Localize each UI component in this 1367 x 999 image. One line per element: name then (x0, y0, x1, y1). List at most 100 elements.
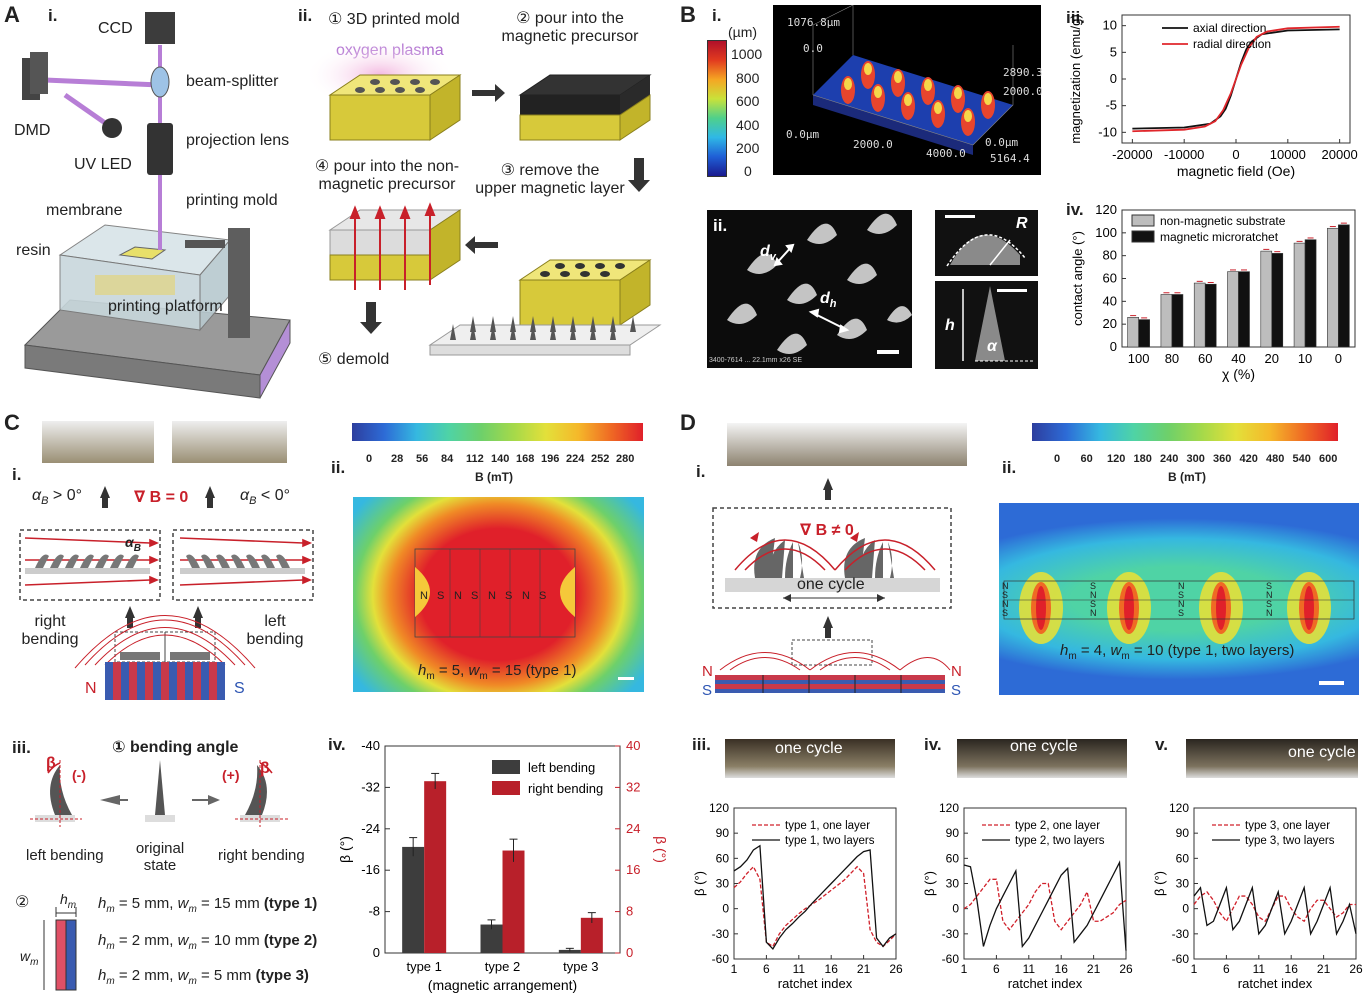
panel-Dii-label: ii. (1002, 458, 1017, 477)
panel-Biv-label: iv. (1066, 200, 1084, 219)
x-tick-label: 21 (1317, 962, 1331, 976)
one-cycle-D-i: one cycle (797, 576, 865, 593)
bending-angle-chart: 0 0 -8 8 -16 16 -24 24 -32 32 -40 40 type 1 type 2 typ… (337, 738, 669, 993)
panel-Div-label: iv. (924, 735, 942, 754)
field-unit-C: B (mT) (475, 470, 513, 484)
d-pole-label: S (1002, 608, 1009, 618)
x-tick-label: 16 (1055, 962, 1069, 976)
x-axis-label: ratchet index (1238, 976, 1313, 991)
y-tick-label-right: 8 (626, 904, 633, 919)
y-axis-label: contact angle (°) (1070, 231, 1085, 326)
c-pole-label: N (522, 590, 530, 602)
alpha-label: α (987, 338, 997, 355)
height-map-3d (773, 5, 1041, 175)
y-tick-label-left: -24 (361, 821, 380, 836)
minus-sign: (-) (72, 767, 86, 783)
panel-Civ-label: iv. (328, 735, 346, 754)
x-tick-label: -20000 (1112, 147, 1152, 162)
d-scale-tick: 600 (1319, 453, 1338, 465)
step1-label: ① 3D printed mold (328, 11, 460, 28)
c-scale-tick: 280 (616, 453, 635, 465)
legend-label: type 2, one layer (1015, 820, 1100, 832)
y-tick-label: 40 (1103, 293, 1117, 308)
scale-0: 0 (744, 163, 752, 179)
panel-Ciii-label: iii. (12, 738, 31, 757)
bar-1 (1238, 271, 1250, 348)
c-scale-tick: 224 (566, 453, 585, 465)
x-tick-label: 0 (1232, 147, 1239, 162)
right-bending-label: right bending (21, 613, 79, 648)
d-pole-label: S (1178, 608, 1185, 618)
panel-Biii-label: iii. (1066, 8, 1085, 27)
bar-0 (1160, 294, 1173, 348)
d-scale-tick: 300 (1186, 453, 1205, 465)
type3-spec: hm = 2 mm, wm = 5 mm (type 3) (98, 967, 309, 987)
type1-spec: hm = 5 mm, wm = 15 mm (type 1) (98, 895, 318, 915)
bar-1 (1138, 319, 1150, 348)
x-tick-label: 21 (857, 962, 871, 976)
y-tick-label: 20 (1103, 316, 1117, 331)
d-pole-label: S (1178, 590, 1185, 600)
y-tick-label: -60 (1172, 952, 1190, 966)
d-pole-label: N (1266, 608, 1273, 618)
y-axis-label-right: β (°) (653, 836, 669, 863)
x-tick-label: 10000 (1270, 147, 1306, 162)
z-max: 1076.8µm (787, 16, 840, 29)
bar-0 (1293, 242, 1306, 348)
magnet-dimension-icon (43, 907, 77, 991)
legend-swatch (492, 760, 520, 774)
legend-label: non-magnetic substrate (1160, 214, 1286, 228)
north-pole-label: N (85, 680, 97, 697)
grad-b-zero: ∇ B = 0 (134, 489, 189, 506)
panel-B-label: B (680, 2, 696, 27)
field-map-C (353, 497, 644, 692)
label-resin: resin (16, 242, 51, 259)
c-scale-tick: 252 (591, 453, 610, 465)
beta-left: β (46, 755, 56, 772)
y-tick-label: -30 (942, 927, 960, 941)
alpha-negative: αB < 0° (240, 487, 290, 508)
magnetization-chart: -20000 -10000 0 10000 20000 -10 -5 0 5 10 magnetic… (1068, 14, 1358, 179)
x-tick-label: 11 (1253, 962, 1266, 976)
x-tick-label: 1 (1191, 962, 1198, 976)
panel-Bi-label: i. (712, 6, 722, 25)
d-scale-tick: 180 (1133, 453, 1152, 465)
y-tick-label: 80 (1103, 248, 1117, 263)
legend-label: magnetic microratchet (1160, 230, 1279, 244)
photo-D-v (1186, 739, 1358, 778)
series-line-1 (1132, 25, 1340, 133)
c-scale-tick: 168 (516, 453, 535, 465)
scale-1000: 1000 (731, 46, 763, 62)
panel-D-label: D (680, 410, 696, 435)
y-mid: 2000.0 (1003, 85, 1043, 98)
y-tick-label: 0 (722, 902, 729, 916)
c-scale-tick: 56 (416, 453, 429, 465)
legend-label: type 3, one layer (1245, 820, 1330, 832)
fabrication-steps (305, 40, 662, 356)
label-uv-led: UV LED (74, 156, 132, 173)
field-scale-C: 0 28 56 84 112 140 168 196 224 252 280 (352, 453, 652, 467)
type2-spec: hm = 2 mm, wm = 10 mm (type 2) (98, 932, 318, 952)
series-line-1 (1193, 885, 1357, 936)
y-tick-label: 60 (946, 851, 960, 865)
sem-radius-image (935, 210, 1038, 276)
y-tick-label-left: -16 (361, 862, 380, 877)
wm-label: wm (20, 948, 39, 968)
y-tick-label: 30 (716, 877, 730, 891)
y-tick-label: -5 (1105, 98, 1117, 113)
D-south-left: S (702, 682, 713, 699)
alpha-positive: αB > 0° (32, 487, 82, 508)
c-pole-label: S (471, 590, 479, 602)
x-tick-label: 26 (1349, 962, 1363, 976)
series-line-0 (733, 865, 897, 948)
x-tick-label: 1 (961, 962, 968, 976)
d-pole-label: N (1002, 581, 1009, 591)
c-scale-tick: 84 (441, 453, 454, 465)
bar-0 (558, 949, 581, 953)
d-pole-label: N (1178, 599, 1185, 609)
panel-Diii-label: iii. (692, 735, 711, 754)
d-scale-tick: 240 (1160, 453, 1179, 465)
D-north-left: N (702, 663, 713, 680)
